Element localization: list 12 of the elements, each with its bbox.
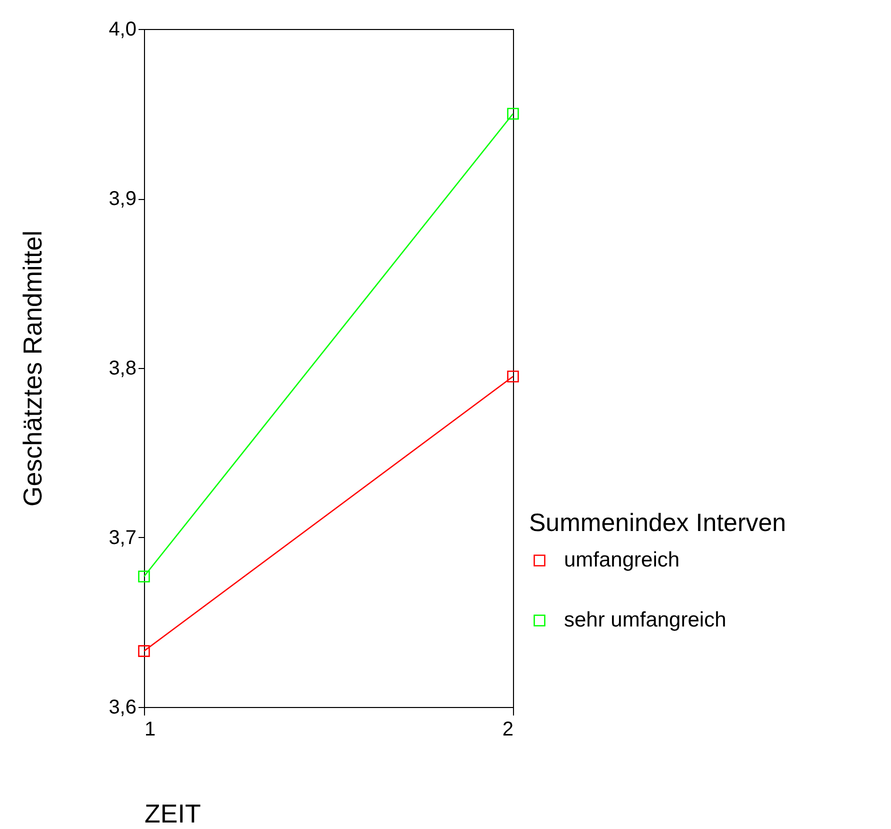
y-axis-title: Geschätztes Randmittel xyxy=(18,230,48,507)
x-tick-label: 2 xyxy=(502,718,514,740)
legend-label: sehr umfangreich xyxy=(564,608,726,632)
y-tick-label: 3,7 xyxy=(108,527,136,549)
x-tick-label: 1 xyxy=(144,718,156,740)
legend-title: Summenindex Interven xyxy=(529,509,786,537)
legend-label: umfangreich xyxy=(564,548,680,572)
y-tick-label: 4,0 xyxy=(108,18,136,40)
x-axis-title: ZEIT xyxy=(144,798,201,828)
y-tick-label: 3,6 xyxy=(108,696,136,718)
y-tick-label: 3,8 xyxy=(108,358,136,380)
y-tick-label: 3,9 xyxy=(108,188,136,210)
